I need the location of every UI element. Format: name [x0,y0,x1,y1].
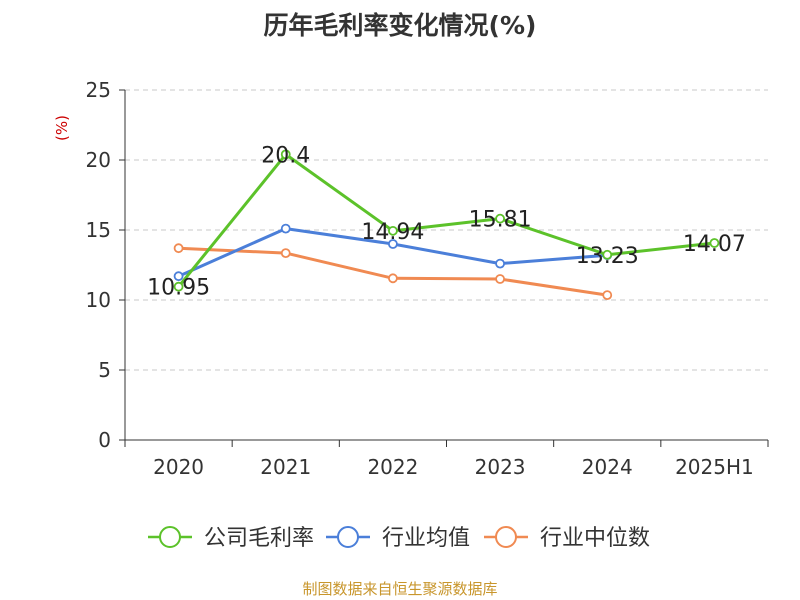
x-tick-label: 2021 [260,455,311,479]
data-point [388,239,398,249]
data-point [280,248,291,259]
data-label: 15.81 [469,208,532,233]
x-tick-label: 2024 [582,455,633,479]
x-tick-label: 2025H1 [675,455,754,479]
data-point [173,271,184,282]
data-point [495,274,505,284]
legend-label-1: 公司毛利率 [204,526,314,551]
data-point [602,249,613,260]
data-point [495,213,505,224]
data-point [280,149,291,160]
y-axis-label: (%) [53,115,71,141]
x-tick-label: 2022 [367,455,418,479]
data-label: 10.95 [147,276,210,301]
legend-label-2: 行业均值 [382,526,470,551]
y-tick-label: 20 [86,148,111,172]
data-point [173,281,184,292]
legend-label-3: 行业中位数 [540,526,650,551]
legend-marker-1 [159,526,181,548]
series-line-1 [177,152,715,288]
data-label: 20.4 [261,143,310,168]
data-point [388,225,398,236]
legend-marker-2 [337,526,359,548]
data-point [495,258,505,269]
y-tick-label: 10 [86,288,111,312]
x-tick-label: 2023 [475,455,526,479]
data-point [602,290,613,301]
y-tick-label: 0 [98,428,111,452]
chart-title: 历年毛利率变化情况(%) [263,11,537,40]
data-point [280,223,291,234]
x-tick-label: 2020 [153,455,204,479]
data-point [173,243,184,254]
y-tick-label: 25 [86,78,111,102]
data-label: 13.23 [576,244,639,269]
data-point [709,238,720,248]
series-line-3 [178,246,608,297]
data-label: 14.94 [361,220,424,245]
source-note: 制图数据来自恒生聚源数据库 [302,580,498,598]
legend-marker-3 [495,526,517,548]
y-tick-label: 15 [86,218,111,242]
y-tick-label: 5 [98,358,111,382]
data-point [388,273,398,284]
data-label: 14.07 [683,232,746,257]
